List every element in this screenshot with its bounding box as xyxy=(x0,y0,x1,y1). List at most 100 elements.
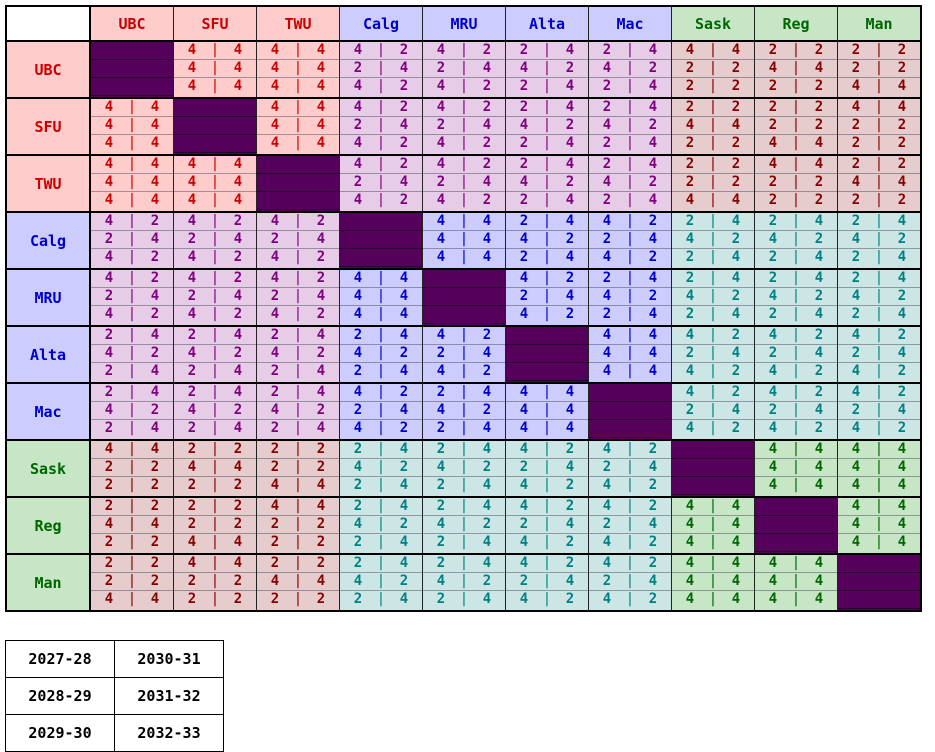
home-games: 2 xyxy=(768,345,778,361)
diagonal-cell xyxy=(837,553,922,612)
home-games: 4 xyxy=(104,156,114,172)
season-games-line: 2 | 4 xyxy=(340,117,422,135)
away-games: 4 xyxy=(897,498,907,514)
separator: | xyxy=(459,402,469,418)
season-games-line: 4 | 2 xyxy=(258,306,339,324)
away-games: 4 xyxy=(482,498,492,514)
season-games-line: 2 | 4 xyxy=(340,60,422,78)
matchup-cell: 2 | 4 4 | 2 2 | 4 xyxy=(173,325,257,384)
matchup-cell: 4 | 2 2 | 4 4 | 2 xyxy=(588,211,672,270)
home-games: 4 xyxy=(104,117,114,133)
season-games-line: 4 | 4 xyxy=(755,573,837,591)
away-games: 4 xyxy=(897,345,907,361)
season-games-line: 2 | 4 xyxy=(341,534,422,552)
away-games: 4 xyxy=(648,516,658,532)
separator: | xyxy=(210,402,220,418)
matchup-cell: 2 | 4 4 | 2 2 | 4 xyxy=(422,382,506,441)
away-games: 2 xyxy=(150,534,160,550)
home-games: 4 xyxy=(768,459,778,475)
season-games-line: 4 | 4 xyxy=(175,192,256,210)
separator: | xyxy=(708,402,718,418)
away-games: 4 xyxy=(316,573,326,589)
season-games-line: 4 | 2 xyxy=(423,327,505,345)
separator: | xyxy=(210,156,220,172)
home-games: 4 xyxy=(104,192,114,208)
away-games: 4 xyxy=(648,345,658,361)
home-games: 2 xyxy=(851,270,861,286)
diagonal-cell xyxy=(505,325,589,384)
season-games-line: 2 | 4 xyxy=(755,213,837,231)
home-games: 2 xyxy=(187,327,197,343)
diagonal-line xyxy=(672,441,754,459)
away-games: 2 xyxy=(731,231,741,247)
home-games: 4 xyxy=(270,78,280,94)
season-games-line: 2 | 4 xyxy=(340,555,422,573)
separator: | xyxy=(791,441,801,457)
separator: | xyxy=(127,327,137,343)
separator: | xyxy=(210,534,220,550)
home-games: 4 xyxy=(685,573,695,589)
home-games: 2 xyxy=(270,384,280,400)
separator: | xyxy=(376,270,386,286)
home-games: 4 xyxy=(187,174,197,190)
season-games-line: 4 | 4 xyxy=(589,345,671,363)
home-games: 2 xyxy=(851,156,861,172)
separator: | xyxy=(459,420,469,436)
home-games: 4 xyxy=(602,60,612,76)
separator: | xyxy=(542,99,552,115)
matrix-row-mac: Mac 2 | 4 4 | 2 2 | 4 2 | 4 4 | 2 2 | 4 2 | 4 4 | 2 2 | 4 4 | 2 2 | 4 4 | 2 2… xyxy=(6,382,922,441)
separator: | xyxy=(459,78,469,94)
home-games: 2 xyxy=(104,573,114,589)
season-games-line: 2 | 2 xyxy=(672,156,754,174)
separator: | xyxy=(127,459,137,475)
away-games: 2 xyxy=(316,306,326,322)
season-row: 2028-29 2031-32 xyxy=(5,677,224,715)
home-games: 2 xyxy=(104,534,114,550)
season-row: 2027-28 2030-31 xyxy=(5,640,224,678)
away-games: 4 xyxy=(814,60,824,76)
season-games-line: 4 | 2 xyxy=(423,402,505,420)
home-games: 4 xyxy=(436,78,446,94)
home-games: 2 xyxy=(685,306,695,322)
matchup-cell: 2 | 4 4 | 2 2 | 4 xyxy=(754,211,838,270)
separator: | xyxy=(874,345,884,361)
home-games: 4 xyxy=(685,327,695,343)
season-games-line: 4 | 2 xyxy=(340,345,422,363)
away-games: 4 xyxy=(814,213,824,229)
separator: | xyxy=(376,135,386,151)
away-games: 2 xyxy=(233,213,243,229)
separator: | xyxy=(708,573,718,589)
season-games-line: 2 | 2 xyxy=(672,174,754,192)
home-games: 4 xyxy=(104,591,114,607)
away-games: 4 xyxy=(316,60,326,76)
home-games: 2 xyxy=(436,420,446,436)
home-games: 4 xyxy=(436,231,446,247)
season-games-line: 4 | 4 xyxy=(91,156,173,174)
separator: | xyxy=(874,117,884,133)
separator: | xyxy=(459,345,469,361)
season-games-line: 2 | 2 xyxy=(258,591,339,609)
season-games-line: 4 | 2 xyxy=(589,498,671,516)
separator: | xyxy=(210,249,220,265)
away-games: 4 xyxy=(233,231,243,247)
separator: | xyxy=(293,60,303,76)
season-games-line: 2 | 4 xyxy=(506,516,588,534)
away-games: 4 xyxy=(565,78,575,94)
separator: | xyxy=(625,477,635,493)
season-games-line: 2 | 4 xyxy=(589,516,671,534)
home-games: 2 xyxy=(602,99,612,115)
away-games: 4 xyxy=(482,231,492,247)
away-games: 4 xyxy=(150,135,160,151)
separator: | xyxy=(293,288,303,304)
away-games: 2 xyxy=(648,288,658,304)
matchup-cell: 4 | 4 4 | 4 4 | 4 xyxy=(256,97,340,156)
season-games-line: 4 | 2 xyxy=(91,402,173,420)
home-games: 2 xyxy=(519,249,529,265)
away-games: 4 xyxy=(150,231,160,247)
home-games: 2 xyxy=(851,213,861,229)
season-games-line: 2 | 4 xyxy=(340,498,422,516)
separator: | xyxy=(791,117,801,133)
season-games-line: 2 | 2 xyxy=(755,99,837,117)
home-games: 2 xyxy=(602,156,612,172)
away-games: 2 xyxy=(482,363,492,379)
